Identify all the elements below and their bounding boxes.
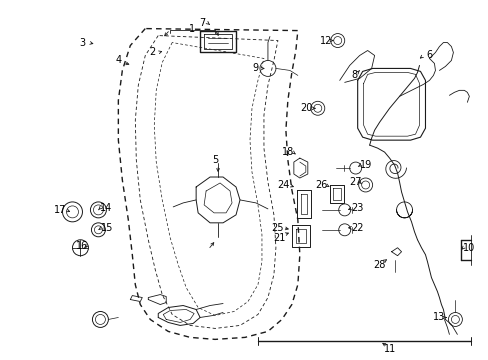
- Text: 11: 11: [383, 345, 395, 354]
- Text: 1: 1: [189, 24, 195, 33]
- Text: 3: 3: [79, 37, 85, 48]
- Text: 16: 16: [76, 241, 88, 251]
- Text: 24: 24: [277, 180, 289, 190]
- Text: 27: 27: [349, 177, 361, 187]
- Text: 5: 5: [211, 155, 218, 165]
- Text: 22: 22: [351, 223, 363, 233]
- Text: 2: 2: [149, 48, 155, 58]
- Text: 7: 7: [199, 18, 205, 28]
- Text: 20: 20: [300, 103, 312, 113]
- Text: 25: 25: [271, 223, 284, 233]
- Text: 8: 8: [351, 71, 357, 80]
- Text: 14: 14: [100, 203, 112, 213]
- Text: 19: 19: [359, 160, 371, 170]
- Text: 15: 15: [101, 223, 113, 233]
- Text: 12: 12: [319, 36, 331, 46]
- Text: 26: 26: [315, 180, 327, 190]
- Text: 28: 28: [373, 260, 385, 270]
- Text: 9: 9: [251, 63, 258, 73]
- Text: 6: 6: [426, 50, 432, 60]
- Text: 18: 18: [281, 147, 293, 157]
- Text: 23: 23: [351, 203, 363, 213]
- Text: 4: 4: [115, 55, 121, 66]
- Text: 17: 17: [54, 205, 66, 215]
- Text: 21: 21: [273, 233, 285, 243]
- Text: 13: 13: [432, 312, 445, 323]
- Text: 10: 10: [462, 243, 474, 253]
